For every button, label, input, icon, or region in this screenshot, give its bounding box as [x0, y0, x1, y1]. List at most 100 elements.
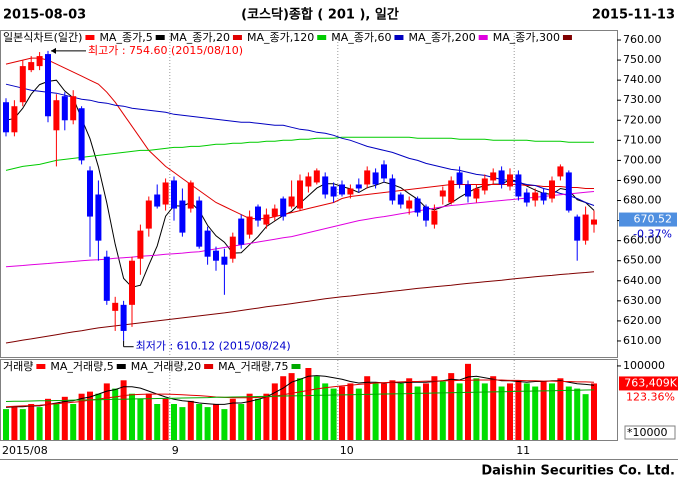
- candle-body: [171, 180, 177, 209]
- candle-body: [36, 56, 43, 67]
- volume-bar: [465, 363, 471, 440]
- volume-bar: [78, 393, 85, 440]
- volume-bar: [515, 380, 522, 440]
- volume-bar: [187, 400, 194, 440]
- volume-bar: [330, 388, 337, 440]
- annotation: 최고가 : 754.60 (2015/08/10): [88, 44, 243, 57]
- volume-bar: [397, 383, 404, 440]
- candle-body: [515, 174, 522, 197]
- volume-bar: [557, 378, 564, 440]
- volume-bar: [229, 398, 236, 440]
- candle-body: [238, 218, 245, 245]
- x-tick-label: 9: [172, 444, 179, 457]
- candle-body: [490, 172, 497, 181]
- volume-ratio: 123.36%: [626, 390, 675, 403]
- volume-bar: [532, 386, 539, 440]
- y-tick-label: 710.00: [623, 133, 662, 146]
- legend-label: MA_종가,60: [331, 31, 391, 44]
- candle-body: [263, 214, 270, 225]
- volume-bar: [355, 388, 362, 440]
- candle-body: [288, 196, 295, 207]
- volume-bar: [263, 393, 270, 440]
- volume-bar: [574, 388, 581, 440]
- volume-bar: [103, 383, 110, 440]
- ma-line: [5, 379, 595, 408]
- ma-line: [5, 57, 594, 220]
- volume-bar: [481, 383, 488, 440]
- volume-bar: [389, 380, 396, 440]
- volume-bar: [322, 383, 329, 440]
- candle-body: [397, 194, 404, 205]
- x-tick-label: 11: [516, 444, 530, 457]
- candle-body: [213, 250, 219, 261]
- legend-swatch: [317, 35, 327, 40]
- volume-bar: [171, 404, 177, 440]
- candle-body: [591, 219, 597, 225]
- candle-body: [112, 302, 119, 311]
- candle-body: [423, 206, 429, 221]
- legend-label: 거래량: [3, 360, 33, 373]
- volume-bar: [19, 409, 26, 440]
- volume-bar: [381, 383, 387, 440]
- volume-bar: [414, 386, 421, 440]
- x-tick-label: 10: [340, 444, 354, 457]
- last-price-box: [619, 212, 677, 227]
- volume-bar: [582, 394, 589, 440]
- ma-line: [5, 136, 594, 171]
- legend-swatch: [36, 364, 46, 369]
- candle-body: [196, 200, 203, 247]
- volume-bar: [213, 404, 219, 440]
- volume-bar: [540, 381, 547, 440]
- ma-line: [5, 389, 595, 402]
- candle-body: [481, 178, 488, 191]
- candle-body: [129, 260, 135, 305]
- candle-body: [137, 230, 144, 259]
- last-change: -0.37%: [633, 228, 672, 241]
- candle-body: [53, 100, 60, 131]
- y-tick-label: 660.00: [623, 234, 662, 247]
- candle-body: [381, 164, 387, 179]
- candle-body: [448, 180, 455, 203]
- volume-bar: [473, 378, 480, 440]
- volume-bar: [179, 407, 186, 440]
- candle-body: [465, 184, 471, 197]
- chart-title: (코스닥)종합 ( 201 ), 일간: [241, 7, 399, 23]
- candle-body: [322, 176, 329, 195]
- volume-bar: [53, 404, 60, 440]
- y-tick-label: 760.00: [623, 33, 662, 46]
- volume-bar: [70, 404, 77, 440]
- candle-body: [313, 170, 320, 183]
- volume-bar: [456, 383, 463, 440]
- legend-label: MA_거래량,75: [218, 360, 288, 373]
- candle-body: [523, 192, 530, 203]
- candle-body: [246, 216, 253, 235]
- candle-body: [45, 54, 51, 117]
- candle-body: [364, 170, 371, 185]
- y-tick-label: 620.00: [623, 314, 662, 327]
- candle-body: [19, 66, 26, 103]
- y-tick-label: 700.00: [623, 153, 662, 166]
- volume-bar: [423, 383, 429, 440]
- volume-bar: [549, 383, 555, 440]
- volume-bar: [372, 383, 379, 440]
- volume-bar: [305, 368, 312, 440]
- end-date: 2015-11-13: [592, 8, 675, 23]
- candle-body: [87, 170, 93, 217]
- legend-swatch: [232, 35, 242, 40]
- last-volume: 763,409K: [624, 376, 677, 389]
- volume-bar: [448, 373, 455, 440]
- candle-body: [271, 208, 278, 217]
- volume-bar: [61, 396, 68, 440]
- volume-bar: [523, 383, 530, 440]
- y-tick-label: 750.00: [623, 53, 662, 66]
- candle-body: [532, 192, 539, 201]
- candle-body: [229, 236, 236, 259]
- legend-swatch: [562, 35, 572, 40]
- volume-bar: [112, 388, 119, 440]
- y-tick-label: 100000: [623, 359, 665, 372]
- volume-bar: [129, 393, 135, 440]
- last-volume-box: [619, 376, 678, 391]
- legend-label: 일본식차트(일간): [3, 30, 82, 44]
